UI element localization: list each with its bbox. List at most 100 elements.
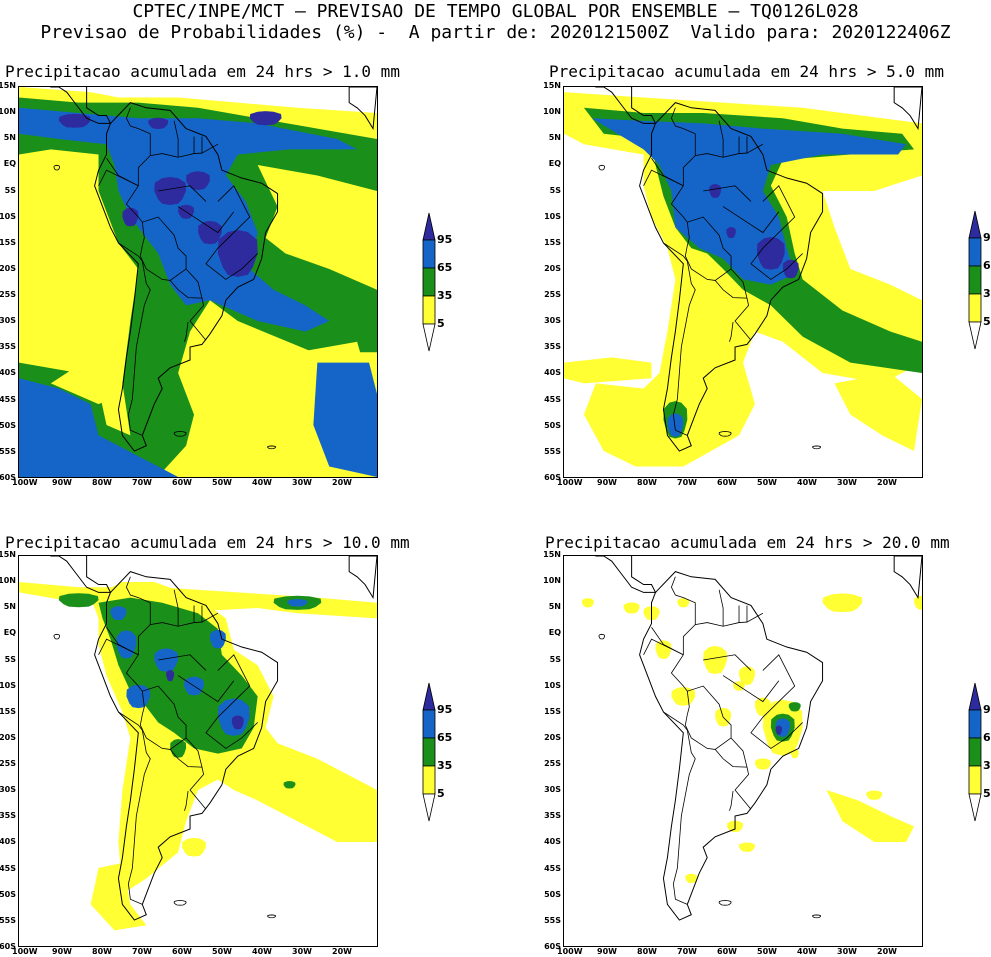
country-border [98, 638, 139, 656]
legend-label: 95 [437, 703, 453, 716]
lat-tick-label: 5N [548, 602, 561, 612]
legend-colorbar [422, 682, 436, 822]
lon-tick-label: 20W [877, 478, 897, 487]
probability-area-35 [788, 702, 801, 712]
lat-tick-label: 40S [0, 368, 16, 378]
lat-tick-label: 15N [0, 81, 16, 90]
legend-swatch [422, 239, 436, 269]
lat-tick-label: 30S [544, 316, 561, 326]
map-canvas [19, 556, 377, 931]
lat-tick-label: 60S [0, 942, 16, 951]
lon-tick-label: 30W [292, 478, 312, 487]
probability-area-5 [150, 793, 175, 818]
legend-swatch [422, 295, 436, 325]
legend-colorbar [968, 682, 982, 822]
legend-swatch [968, 321, 982, 350]
island [812, 445, 821, 450]
map-canvas [581, 556, 922, 921]
legend-swatch [968, 793, 982, 822]
legend-swatch [968, 293, 982, 323]
lat-tick-label: 35S [544, 342, 561, 352]
lat-tick-label: 20S [544, 732, 561, 742]
probability-area-65 [591, 118, 907, 285]
country-border [718, 589, 724, 627]
lat-tick-label: EQ [548, 628, 561, 638]
lat-tick-label: 45S [0, 394, 16, 404]
probability-area-5 [822, 593, 863, 613]
lon-tick-label: 70W [132, 478, 152, 487]
lon-tick-label: 100W [12, 478, 38, 487]
lat-tick-label: 30S [0, 785, 16, 795]
probability-area-35 [283, 781, 296, 789]
lon-tick-label: 40W [252, 478, 272, 487]
coastline [595, 87, 657, 124]
legend-swatch [968, 265, 982, 295]
probability-area-5 [38, 331, 119, 353]
lon-tick-label: 60W [172, 947, 192, 956]
lat-tick-label: 15S [544, 706, 561, 716]
lat-tick-label: 10N [0, 576, 16, 586]
country-border [703, 654, 752, 671]
lat-tick-label: 10N [0, 107, 16, 117]
lon-tick-label: 80W [92, 478, 112, 487]
country-border [722, 206, 780, 234]
lat-tick-label: 5S [4, 654, 16, 664]
lon-tick-label: 20W [877, 947, 897, 956]
lat-tick-label: 60S [0, 473, 16, 482]
legend-label: 65 [983, 259, 991, 272]
legend-label: 35 [437, 289, 453, 302]
lon-tick-label: 90W [52, 478, 72, 487]
country-border [729, 790, 734, 811]
lat-tick-label: 10N [543, 107, 561, 117]
lat-tick-label: 50S [0, 420, 16, 430]
map-canvas [564, 87, 922, 467]
probability-area-65 [667, 413, 684, 437]
probability-area-95 [58, 113, 91, 128]
lat-tick-label: 15N [543, 550, 561, 559]
country-border [158, 185, 207, 202]
probability-area-65 [110, 606, 127, 621]
legend-label: 65 [437, 731, 453, 744]
coastline [348, 87, 377, 131]
legend-label: 95 [983, 231, 991, 244]
lon-tick-label: 80W [637, 947, 657, 956]
lat-tick-label: 55S [544, 915, 561, 925]
lat-tick-label: 15S [0, 237, 16, 247]
probability-area-5 [914, 595, 922, 610]
coastline [893, 87, 922, 131]
panel-1-map [18, 86, 378, 478]
lat-tick-label: 35S [0, 811, 16, 821]
probability-area-5 [739, 842, 755, 852]
probability-area-65 [313, 362, 377, 477]
island [53, 633, 60, 640]
panel-4-title: Precipitacao acumulada em 24 hrs > 20.0 … [545, 533, 950, 552]
lon-tick-label: 70W [677, 478, 697, 487]
legend-label: 65 [983, 731, 991, 744]
probability-area-5 [146, 830, 179, 854]
lat-tick-label: 15N [543, 81, 561, 90]
probability-area-5 [50, 362, 123, 405]
lon-tick-label: 90W [52, 947, 72, 956]
country-border [750, 185, 803, 280]
country-border [729, 321, 734, 342]
probability-area-95 [249, 111, 282, 126]
probability-area-65 [19, 107, 358, 332]
lat-tick-label: 5S [549, 654, 561, 664]
legend-swatch [422, 793, 436, 822]
country-border [670, 612, 764, 810]
probability-area-65 [154, 648, 179, 672]
lat-tick-label: 20S [544, 263, 561, 273]
lat-tick-label: 45S [0, 863, 16, 873]
header-line-1: CPTEC/INPE/MCT — PREVISAO DE TEMPO GLOBA… [132, 1, 859, 22]
probability-area-95 [166, 670, 175, 682]
lat-tick-label: 50S [0, 889, 16, 899]
country-border [125, 107, 151, 156]
lat-tick-label: 60S [544, 942, 561, 951]
legend-swatch [422, 682, 436, 711]
legend-label: 95 [983, 703, 991, 716]
panel-3-title: Precipitacao acumulada em 24 hrs > 10.0 … [5, 533, 410, 552]
lat-tick-label: 55S [544, 446, 561, 456]
coastline [639, 102, 824, 452]
legend-swatch [968, 737, 982, 767]
lat-tick-label: 60S [544, 473, 561, 482]
